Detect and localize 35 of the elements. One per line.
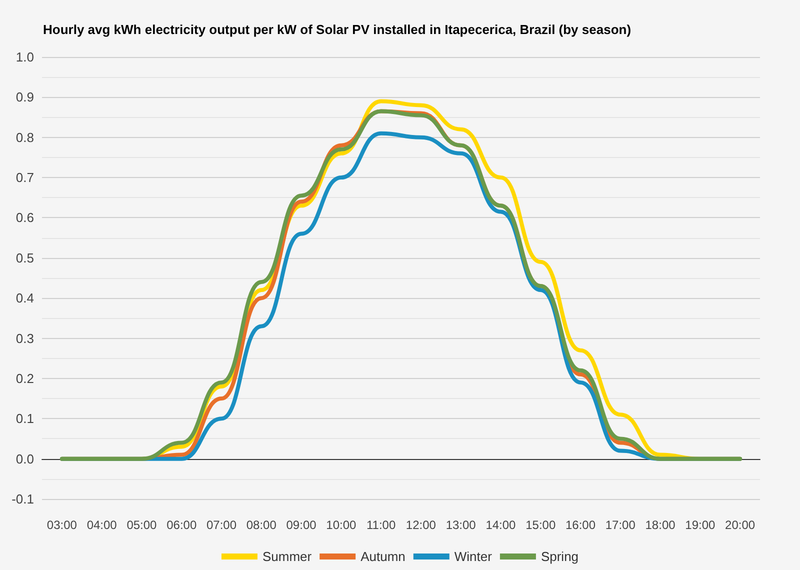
x-tick-label: 18:00	[645, 518, 676, 532]
y-tick-label: -0.1	[12, 492, 34, 506]
x-tick-label: 14:00	[486, 518, 516, 532]
legend-label: Winter	[454, 549, 493, 564]
x-tick-label: 15:00	[526, 518, 556, 532]
y-tick-label: 1.0	[16, 50, 34, 64]
chart-title: Hourly avg kWh electricity output per kW of Solar PV installed in Itapecerica, Brazil (by season)	[43, 22, 632, 37]
x-tick-label: 10:00	[326, 518, 357, 532]
x-tick-label: 17:00	[605, 518, 636, 532]
legend-label: Spring	[540, 549, 579, 564]
x-tick-label: 20:00	[725, 518, 756, 532]
legend-label: Autumn	[360, 549, 406, 564]
x-tick-label: 19:00	[685, 518, 716, 532]
y-tick-label: 0.7	[16, 170, 34, 186]
legend-label: Summer	[262, 549, 312, 564]
y-tick-label: 0.0	[16, 451, 34, 466]
x-tick-label: 12:00	[406, 518, 436, 532]
x-tick-label: 11:00	[366, 518, 396, 532]
y-tick-label: 0.3	[16, 330, 34, 346]
x-tick-label: 08:00	[246, 518, 277, 532]
y-tick-label: 0.8	[16, 130, 34, 145]
y-tick-label: 0.9	[16, 90, 34, 105]
x-tick-label: 03:00	[46, 518, 78, 532]
x-tick-label: 07:00	[206, 518, 237, 532]
y-tick-label: 0.5	[16, 250, 34, 266]
y-tick-label: 0.4	[16, 290, 34, 306]
x-tick-label: 06:00	[166, 518, 197, 532]
x-tick-label: 09:00	[286, 518, 317, 532]
y-tick-label: 0.2	[16, 370, 34, 386]
y-tick-label: 0.6	[16, 210, 34, 226]
x-tick-label: 05:00	[126, 518, 158, 532]
y-tick-label: 0.1	[16, 411, 34, 426]
x-tick-label: 04:00	[86, 518, 118, 532]
x-tick-label: 16:00	[565, 518, 596, 532]
x-tick-label: 13:00	[446, 518, 476, 532]
